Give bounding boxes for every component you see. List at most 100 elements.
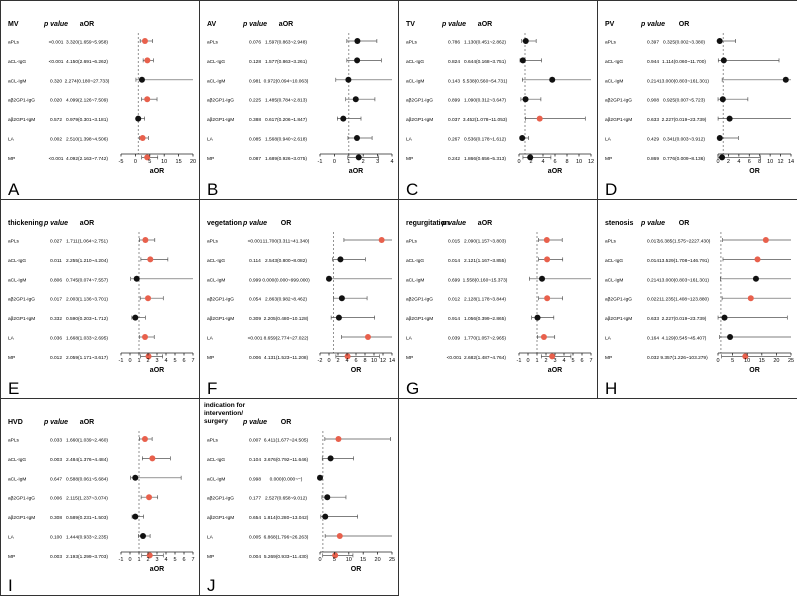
forest-panel-svg: AV p value aOR aPLs 0.076 1.597(0.863~2.948) a…: [207, 21, 394, 199]
point-estimate: [142, 334, 149, 340]
point-estimate: [142, 237, 149, 243]
outcome-title: surgery: [204, 418, 228, 425]
row-label: aPLs: [406, 239, 418, 245]
row-or-ci: 2.193(1.299~3.703): [66, 554, 108, 560]
row-or-ci: 2.003(1.136~3.701): [66, 297, 108, 303]
point-estimate: [335, 314, 342, 321]
row-or-ci: 0.925(0.007~5.723): [663, 98, 705, 104]
row-or-ci: 1.090(0.312~3.647): [464, 98, 506, 104]
row-or-ci: 4.150(2.691~6.262): [66, 59, 108, 65]
row-or-ci: 0.536(0.178~1.612): [464, 137, 506, 143]
x-tick-label: 1: [137, 358, 140, 364]
row-or-ci: 0.589(0.231~1.503): [66, 515, 108, 521]
row-p-value: 0.085: [249, 137, 261, 143]
row-or-ci: 2.227(0.019~23.739): [662, 117, 707, 123]
point-estimate: [133, 275, 140, 282]
row-p-value: 0.017: [50, 297, 62, 303]
row-label: LA: [605, 336, 612, 342]
point-estimate: [144, 57, 151, 64]
row-p-value: 0.308: [50, 515, 62, 521]
forest-panel-a: MV p value aOR aPLs <0.001 3.320(1.659~5.958)…: [0, 0, 200, 200]
x-tick-label: 5: [571, 358, 574, 364]
point-estimate: [754, 256, 761, 263]
row-or-ci: 1.444(0.933~2.235): [66, 535, 108, 541]
row-or-ci: 8.659(2.774~27.022): [264, 336, 309, 342]
row-label: aCL-IgM: [207, 78, 225, 84]
effect-header: aOR: [279, 21, 293, 28]
row-label: aβ2GP1-IgG: [207, 496, 234, 502]
x-tick-label: -5: [119, 159, 124, 165]
row-or-ci: 4.092(2.163~7.742): [66, 156, 108, 162]
row-label: aCL-IgM: [207, 476, 225, 482]
point-estimate: [135, 115, 142, 122]
row-or-ci: 2.274(0.180~27.733): [65, 78, 110, 84]
row-p-value: 0.572: [50, 117, 62, 123]
row-p-value: 0.014: [647, 258, 659, 264]
row-label: aβ2GP1-IgG: [207, 98, 234, 104]
x-tick-label: 5: [333, 557, 336, 563]
x-axis-label: aOR: [150, 168, 164, 175]
point-estimate: [536, 115, 543, 122]
x-tick-label: 10: [346, 557, 352, 563]
row-p-value: 0.128: [249, 59, 261, 65]
row-p-value: 0.914: [448, 316, 460, 322]
row-or-ci: 3.320(1.659~5.958): [66, 40, 108, 46]
row-label: aβ2GP1-IgM: [605, 117, 632, 123]
row-p-value: 0.177: [249, 496, 261, 502]
point-estimate: [324, 494, 331, 501]
outcome-title: stenosis: [605, 220, 634, 227]
row-p-value: 0.869: [647, 156, 659, 162]
row-or-ci: 0.000(0.000~−): [270, 476, 303, 482]
x-tick-label: 7: [191, 358, 194, 364]
row-or-ci: 4.099(2.126~7.509): [66, 98, 108, 104]
row-p-value: 0.012: [50, 355, 62, 361]
row-p-value: 0.225: [249, 98, 261, 104]
row-or-ci: 0.590(0.203~1.712): [66, 316, 108, 322]
x-tick-label: 4: [164, 557, 167, 563]
row-label: LA: [406, 137, 413, 143]
x-tick-label: -1: [318, 159, 323, 165]
point-estimate: [352, 96, 359, 103]
row-or-ci: 5.538(0.560~54.731): [463, 78, 508, 84]
point-estimate: [337, 256, 344, 263]
outcome-title: vegetation: [207, 220, 242, 227]
x-tick-label: 10: [371, 358, 377, 364]
row-p-value: <0.001: [447, 355, 462, 361]
row-label: aCL-IgG: [207, 457, 225, 463]
point-estimate: [782, 76, 789, 83]
row-or-ci: 1.689(0.926~3.075): [265, 156, 307, 162]
row-p-value: 0.998: [249, 476, 261, 482]
point-estimate: [336, 533, 343, 539]
point-estimate: [139, 135, 146, 141]
row-label: aCL-IgM: [8, 476, 26, 482]
outcome-title: MV: [8, 21, 19, 28]
row-p-value: 0.242: [448, 156, 460, 162]
point-estimate: [138, 76, 145, 83]
row-label: aβ2GP1-IgM: [207, 316, 234, 322]
x-tick-label: 6: [182, 358, 185, 364]
row-label: LA: [207, 336, 214, 342]
x-tick-label: 10: [161, 159, 167, 165]
point-estimate: [519, 57, 526, 64]
x-tick-label: 12: [778, 159, 784, 165]
row-label: aCL-IgM: [605, 277, 623, 283]
row-or-ci: 1.056(0.399~2.865): [464, 316, 506, 322]
point-estimate: [726, 115, 733, 122]
x-tick-label: 3: [376, 159, 379, 165]
x-tick-label: 0: [526, 358, 529, 364]
row-or-ci: 3.676(0.792~11.646): [264, 457, 309, 463]
row-p-value: 0.027: [50, 239, 62, 245]
forest-panel-svg: HVD p value aOR aPLs 0.033 1.660(1.039~2.460)…: [8, 419, 195, 595]
row-or-ci: 3.452(1.078~11.053): [463, 117, 508, 123]
row-label: MP: [207, 554, 214, 560]
x-tick-label: 5: [173, 557, 176, 563]
row-p-value: 0.143: [448, 78, 460, 84]
row-or-ci: 2.255(1.210~4.204): [66, 258, 108, 264]
row-p-value: 0.388: [249, 117, 261, 123]
point-estimate: [132, 314, 139, 321]
panel-letter: H: [605, 379, 617, 398]
point-estimate: [527, 154, 534, 161]
point-estimate: [144, 154, 151, 161]
point-estimate: [132, 474, 139, 481]
p-value-header: p value: [242, 220, 267, 227]
